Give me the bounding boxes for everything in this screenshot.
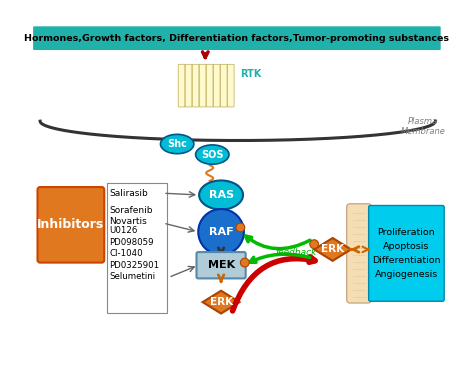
FancyBboxPatch shape [220,64,227,107]
Ellipse shape [199,180,243,210]
Text: SOS: SOS [201,150,224,159]
FancyBboxPatch shape [33,26,441,50]
FancyBboxPatch shape [185,64,192,107]
FancyBboxPatch shape [346,204,371,303]
Polygon shape [314,238,351,261]
Text: ERK: ERK [321,244,344,254]
Text: RAS: RAS [209,190,234,200]
FancyBboxPatch shape [197,252,246,278]
FancyBboxPatch shape [178,64,185,107]
FancyBboxPatch shape [37,187,104,262]
Text: RAF: RAF [209,227,233,237]
Text: ERK: ERK [210,297,233,307]
Text: Plasma
Membrane: Plasma Membrane [401,117,446,136]
Text: U0126
PD098059
CI-1040
PD0325901
Selumetini: U0126 PD098059 CI-1040 PD0325901 Selumet… [109,226,160,281]
Text: RTK: RTK [240,69,262,79]
Text: MEK: MEK [208,260,235,270]
Ellipse shape [196,145,229,164]
Text: Shc: Shc [167,139,187,149]
FancyBboxPatch shape [369,206,444,301]
FancyBboxPatch shape [206,64,213,107]
Text: Salirasib: Salirasib [109,189,148,198]
Text: Sorafenib
Novartis: Sorafenib Novartis [109,206,153,226]
Circle shape [236,223,245,232]
Polygon shape [202,291,239,314]
Circle shape [240,258,249,267]
Text: Proliferation
Apoptosis
Differentiation
Angiogenesis: Proliferation Apoptosis Differentiation … [372,228,441,279]
FancyBboxPatch shape [199,64,206,107]
Ellipse shape [161,134,194,154]
Text: Hormones,Growth factors, Differentiation factors,Tumor-promoting substances: Hormones,Growth factors, Differentiation… [24,34,449,43]
FancyBboxPatch shape [192,64,199,107]
Circle shape [310,240,319,249]
Text: feedback: feedback [275,249,317,258]
FancyBboxPatch shape [213,64,220,107]
Text: Inhibitors: Inhibitors [37,218,104,231]
Circle shape [198,209,244,255]
FancyBboxPatch shape [228,64,234,107]
